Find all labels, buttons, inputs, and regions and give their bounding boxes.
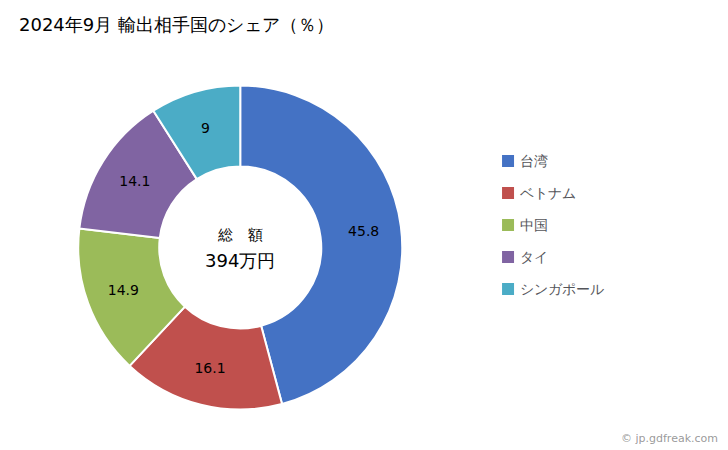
svg-text:14.1: 14.1 bbox=[119, 173, 150, 189]
svg-text:ベトナム: ベトナム bbox=[520, 185, 576, 201]
svg-text:タイ: タイ bbox=[520, 249, 548, 265]
svg-text:9: 9 bbox=[201, 120, 210, 136]
svg-text:14.9: 14.9 bbox=[108, 282, 139, 298]
svg-text:394万円: 394万円 bbox=[205, 250, 275, 271]
svg-text:中国: 中国 bbox=[520, 217, 548, 233]
svg-text:2024年9月 輸出相手国のシェア（％）: 2024年9月 輸出相手国のシェア（％） bbox=[19, 14, 334, 35]
svg-text:45.8: 45.8 bbox=[348, 223, 379, 239]
svg-text:台湾: 台湾 bbox=[520, 153, 548, 169]
svg-text:シンガポール: シンガポール bbox=[520, 281, 604, 297]
svg-text:16.1: 16.1 bbox=[194, 360, 225, 376]
svg-text:総 額: 総 額 bbox=[217, 226, 263, 244]
svg-text:© jp.gdfreak.com: © jp.gdfreak.com bbox=[621, 432, 718, 445]
